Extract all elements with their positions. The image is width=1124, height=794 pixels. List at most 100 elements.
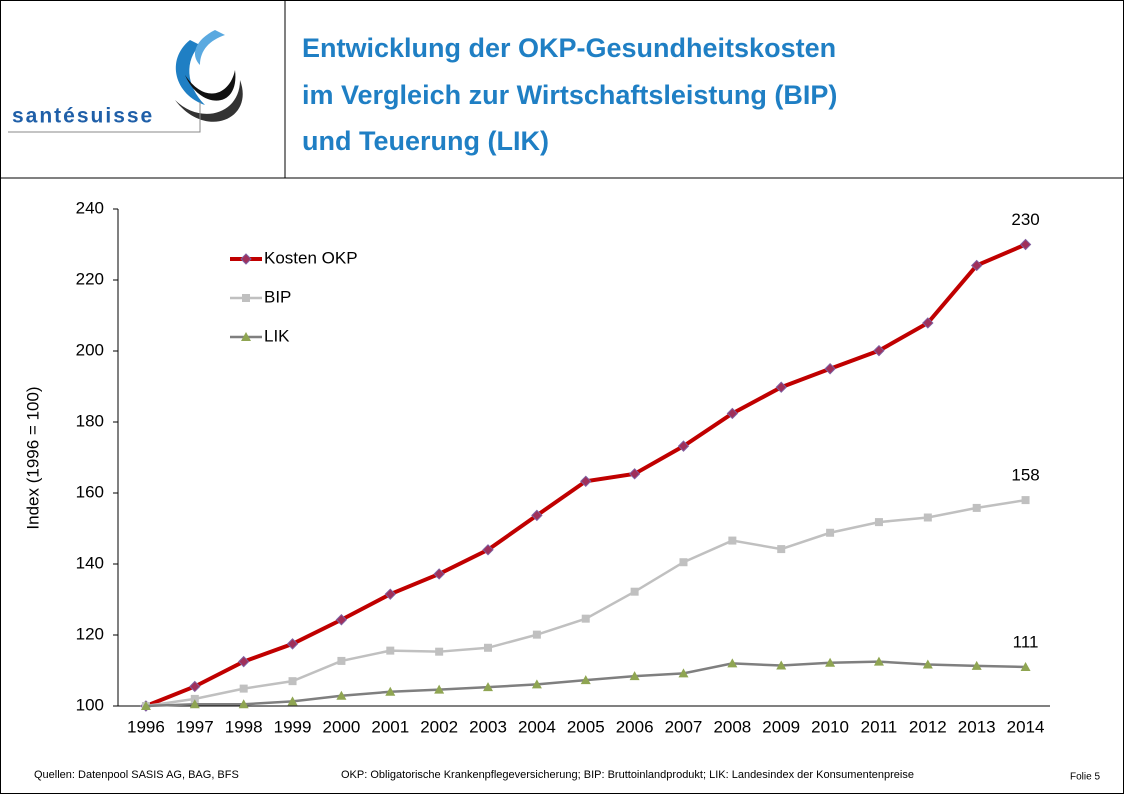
y-tick-label: 120 [76,624,104,643]
marker [434,684,445,694]
title-line: im Vergleich zur Wirtschaftsleistung (BI… [302,80,837,110]
marker [971,660,982,670]
y-tick-label: 240 [76,198,104,217]
marker [337,656,346,665]
marker [190,694,199,703]
marker [922,317,934,329]
legend-label: LIK [264,326,290,345]
y-axis-label: Index (1996 = 100) [23,386,42,529]
x-tick-label: 1999 [274,717,312,736]
marker [775,381,787,393]
marker [728,536,737,545]
x-tick-label: 2000 [322,717,360,736]
y-tick-label: 180 [76,411,104,430]
title-line: Entwicklung der OKP-Gesundheitskosten [302,33,836,63]
x-tick-label: 2011 [861,717,898,736]
marker [873,344,885,357]
marker [677,440,690,452]
marker [433,568,445,580]
marker [970,259,983,272]
marker [629,671,640,681]
marker [483,682,494,692]
y-tick-label: 160 [76,482,104,501]
marker [435,647,444,656]
x-tick-label: 2001 [371,717,409,736]
marker [972,503,981,512]
marker [679,558,688,567]
marker [727,658,738,668]
marker [335,614,348,626]
marker [873,656,884,666]
marker [825,657,836,667]
marker [189,680,201,693]
marker [531,679,542,689]
marker [630,587,639,596]
source: Quellen: Datenpool SASIS AG, BAG, BFS [34,769,239,781]
x-tick-label: 2012 [909,717,947,736]
marker [386,646,395,655]
marker [140,701,151,710]
marker [240,253,252,265]
marker [826,528,835,537]
y-tick-label: 140 [76,553,104,572]
x-tick-label: 2003 [469,717,507,736]
logo-text: santésuisse [12,105,154,128]
x-tick-label: 2008 [713,717,751,736]
marker [336,690,347,700]
marker [238,699,249,709]
marker [287,696,298,706]
marker [628,468,641,480]
y-tick-label: 100 [76,695,104,714]
x-tick-label: 2005 [567,717,605,736]
marker [874,518,883,527]
end-value-label: 158 [1011,466,1039,485]
marker [776,660,787,670]
x-tick-label: 1997 [176,717,214,736]
x-tick-label: 1996 [127,717,165,736]
x-tick-label: 2004 [518,717,556,736]
marker [1020,661,1031,671]
marker [385,686,396,696]
x-tick-label: 2007 [665,717,703,736]
marker [824,363,836,375]
marker [580,475,592,487]
legend-label: BIP [264,287,291,306]
marker [726,407,739,420]
x-tick-label: 2006 [616,717,654,736]
marker [777,545,786,554]
marker [923,513,932,522]
x-tick-label: 1998 [225,717,263,736]
x-tick-label: 2002 [420,717,458,736]
x-tick-label: 2013 [958,717,996,736]
legend-label: Kosten OKP [264,248,358,267]
marker [482,544,494,556]
marker [239,684,248,693]
logo-swirl [175,30,243,122]
marker [484,643,493,652]
y-tick-label: 220 [76,269,104,288]
marker [581,614,590,623]
marker [288,677,297,686]
marker [242,294,250,302]
marker [189,699,200,709]
marker [1019,238,1032,251]
end-value-label: 230 [1011,210,1039,229]
footnote: OKP: Obligatorische Krankenpflegeversich… [341,769,914,781]
x-tick-label: 2014 [1007,717,1045,736]
slide-number: Folie 5 [1070,772,1100,783]
logo-frame [8,102,201,133]
marker [1021,496,1030,505]
marker [922,659,933,669]
marker [532,630,541,639]
marker [384,588,396,600]
marker [678,668,689,678]
y-tick-label: 200 [76,340,104,359]
marker [580,675,591,685]
title-line: und Teuerung (LIK) [302,126,549,156]
marker [241,332,251,341]
x-tick-label: 2009 [762,717,800,736]
end-value-label: 111 [1013,632,1039,651]
x-tick-label: 2010 [811,717,849,736]
